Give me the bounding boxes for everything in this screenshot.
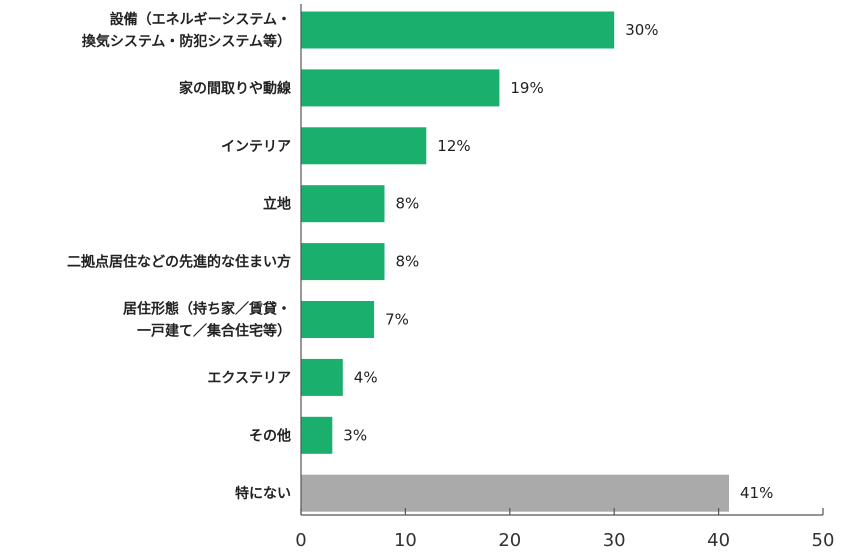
bar-7 xyxy=(301,416,333,454)
bar-8 xyxy=(301,474,729,512)
category-label-6: エクステリア xyxy=(207,370,291,386)
category-label-2: インテリア xyxy=(221,139,291,155)
value-label-1: 19% xyxy=(510,79,543,97)
category-label-5-line-1: 一戸建て／集合住宅等） xyxy=(137,323,291,340)
value-label-7: 3% xyxy=(343,426,367,444)
value-label-3: 8% xyxy=(396,195,420,213)
value-label-5: 7% xyxy=(385,311,409,329)
value-label-2: 12% xyxy=(437,137,470,155)
axes-group xyxy=(300,4,823,516)
x-tick-label-0: 0 xyxy=(295,530,306,551)
value-label-4: 8% xyxy=(396,253,420,271)
bar-1 xyxy=(301,69,500,107)
category-label-3: 立地 xyxy=(263,196,291,213)
x-ticks-group: 0 10 20 30 40 50 xyxy=(295,508,834,551)
bars-group xyxy=(301,11,729,512)
category-label-4: 二拠点居住などの先進的な住まい方 xyxy=(67,254,291,271)
bar-6 xyxy=(301,358,343,396)
value-label-6: 4% xyxy=(354,368,378,386)
x-tick-label-1: 10 xyxy=(394,530,417,551)
value-label-0: 30% xyxy=(625,21,658,39)
x-tick-label-4: 40 xyxy=(707,530,730,551)
x-tick-label-2: 20 xyxy=(498,530,521,551)
category-label-1: 家の間取りや動線 xyxy=(179,80,291,97)
category-label-0-line-0: 設備（エネルギーシステム・ xyxy=(110,11,291,28)
bar-4 xyxy=(301,243,385,281)
bar-0 xyxy=(301,11,615,49)
category-label-0-line-1: 換気システム・防犯システム等） xyxy=(82,33,291,50)
bar-2 xyxy=(301,127,427,165)
x-tick-label-5: 50 xyxy=(812,530,835,551)
bar-3 xyxy=(301,185,385,223)
category-label-7: その他 xyxy=(249,427,291,444)
category-label-8: 特にない xyxy=(235,485,291,502)
bar-5 xyxy=(301,301,375,338)
value-label-8: 41% xyxy=(740,484,773,502)
category-label-5-line-0: 居住形態（持ち家／賃貸・ xyxy=(123,301,291,318)
value-labels-group: 30% 19% 12% 8% 8% 7% 4% 3% 41% xyxy=(343,21,773,502)
category-labels-group: 設備（エネルギーシステム・換気システム・防犯システム等） 家の間取りや動線インテリ… xyxy=(67,11,291,502)
x-tick-label-3: 30 xyxy=(603,530,626,551)
